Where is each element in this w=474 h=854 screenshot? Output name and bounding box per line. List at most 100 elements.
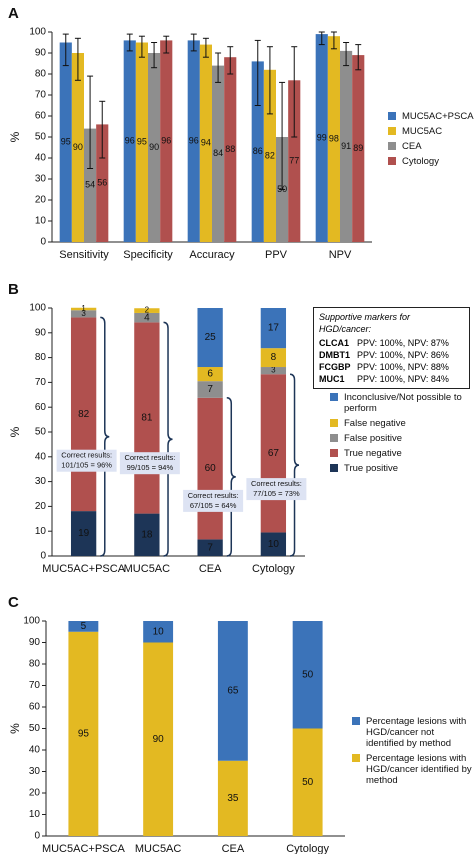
brace <box>100 316 110 557</box>
segment-label: 35 <box>227 793 239 804</box>
bar <box>187 40 200 243</box>
y-tick-label: 20 <box>29 788 41 799</box>
bar-segment <box>260 308 287 349</box>
bar-value-label: 99 <box>317 132 327 142</box>
bar-value-label: 95 <box>137 137 147 147</box>
bar <box>352 55 365 242</box>
legend-item: Percentage lesions with HGD/cancer ident… <box>352 753 472 786</box>
bar-segment <box>134 312 160 323</box>
x-tick-label: Specificity <box>123 249 173 261</box>
segment-label: 3 <box>81 309 86 318</box>
legend-item: False positive <box>330 433 472 444</box>
y-axis-label: % <box>8 426 22 437</box>
x-tick-label: Cytology <box>286 843 329 854</box>
bar-segment <box>70 511 97 556</box>
annotation-text: 67/105 = 64% <box>190 501 237 510</box>
y-tick-label: 30 <box>29 766 41 777</box>
segment-label: 6 <box>207 369 213 380</box>
panel-label: A <box>8 5 19 22</box>
legend-item: MUC5AC+PSCA <box>388 111 474 122</box>
bar <box>251 61 264 243</box>
segment-label: 4 <box>144 312 150 323</box>
legend-label: Percentage lesions with HGD/cancer not i… <box>366 716 467 749</box>
bar-value-label: 90 <box>149 142 159 152</box>
y-tick-label: 70 <box>35 90 47 101</box>
bar <box>315 34 328 242</box>
y-tick-label: 10 <box>35 216 47 227</box>
y-axis-label: % <box>8 131 22 142</box>
segment-label: 5 <box>81 621 87 632</box>
y-tick-label: 0 <box>34 831 40 842</box>
y-tick-label: 20 <box>35 501 47 512</box>
y-tick-label: 20 <box>35 195 47 206</box>
bar-segment <box>134 308 160 313</box>
bar <box>327 36 340 243</box>
legend-label: Cytology <box>402 156 439 167</box>
bar-value-label: 95 <box>61 137 71 147</box>
y-tick-label: 30 <box>35 476 47 487</box>
annotation-text: 99/105 = 94% <box>127 463 174 472</box>
legend-swatch <box>330 393 338 401</box>
bar-segment <box>197 367 223 382</box>
bar-segment <box>260 532 287 556</box>
legend-swatch <box>388 112 396 120</box>
legend-label: MUC5AC+PSCA <box>402 111 474 122</box>
bar <box>71 53 84 242</box>
x-tick-label: CEA <box>199 563 222 575</box>
inset-text: PPV: 100%, NPV: 84% <box>357 374 449 384</box>
bar-segment <box>143 621 174 643</box>
bar-segment <box>292 728 323 836</box>
segment-label: 67 <box>268 448 280 459</box>
legend-swatch <box>388 127 396 135</box>
bar-segment <box>143 642 174 836</box>
annotation-box <box>183 489 244 512</box>
bar-value-label: 56 <box>97 178 107 188</box>
y-tick-label: 10 <box>29 809 41 820</box>
legend: Inconclusive/Not possible to perform Fals… <box>330 392 472 478</box>
legend-label: CEA <box>402 141 422 152</box>
legend-swatch <box>352 717 360 725</box>
segment-label: 2 <box>145 306 150 315</box>
inset-text: PPV: 100%, NPV: 86% <box>357 350 449 360</box>
x-tick-label: Cytology <box>252 563 295 575</box>
x-tick-label: CEA <box>222 843 245 854</box>
y-tick-label: 100 <box>29 303 46 314</box>
inset-row: CLCA1 PPV: 100%, NPV: 87% <box>319 337 464 349</box>
x-tick-label: MUC5AC <box>135 843 182 854</box>
legend-label: True positive <box>344 463 399 474</box>
legend-swatch <box>330 464 338 472</box>
legend-item: CEA <box>388 141 470 152</box>
y-tick-label: 40 <box>35 153 47 164</box>
segment-label: 10 <box>153 626 165 637</box>
annotation-text: 101/105 = 96% <box>61 461 112 470</box>
y-tick-label: 80 <box>35 69 47 80</box>
legend-swatch <box>388 157 396 165</box>
legend-item: Inconclusive/Not possible to perform <box>330 392 472 414</box>
segment-label: 95 <box>78 729 90 740</box>
bar-value-label: 98 <box>329 133 339 143</box>
legend-item: MUC5AC <box>388 126 470 137</box>
bar-segment <box>70 310 97 318</box>
inset-title: Supportive markers for HGD/cancer: <box>319 312 411 334</box>
legend: Percentage lesions with HGD/cancer not i… <box>352 716 472 790</box>
bar-value-label: 54 <box>85 180 95 190</box>
segment-label: 10 <box>268 539 280 550</box>
brace <box>226 397 236 557</box>
legend-swatch <box>330 419 338 427</box>
bar <box>263 69 276 242</box>
segment-label: 81 <box>141 413 153 424</box>
bar-segment <box>197 381 223 398</box>
x-tick-label: PPV <box>265 249 288 261</box>
legend-label: MUC5AC <box>402 126 443 137</box>
bar-segment <box>70 307 97 311</box>
legend-label: False negative <box>344 418 406 429</box>
bar <box>59 42 72 242</box>
inset-marker: DMBT1 <box>319 350 350 360</box>
segment-label: 17 <box>268 323 280 334</box>
panel-label: B <box>8 281 19 298</box>
y-tick-label: 0 <box>40 237 46 248</box>
segment-label: 25 <box>205 332 217 343</box>
segment-label: 1 <box>81 304 86 313</box>
bar-segment <box>292 621 323 729</box>
